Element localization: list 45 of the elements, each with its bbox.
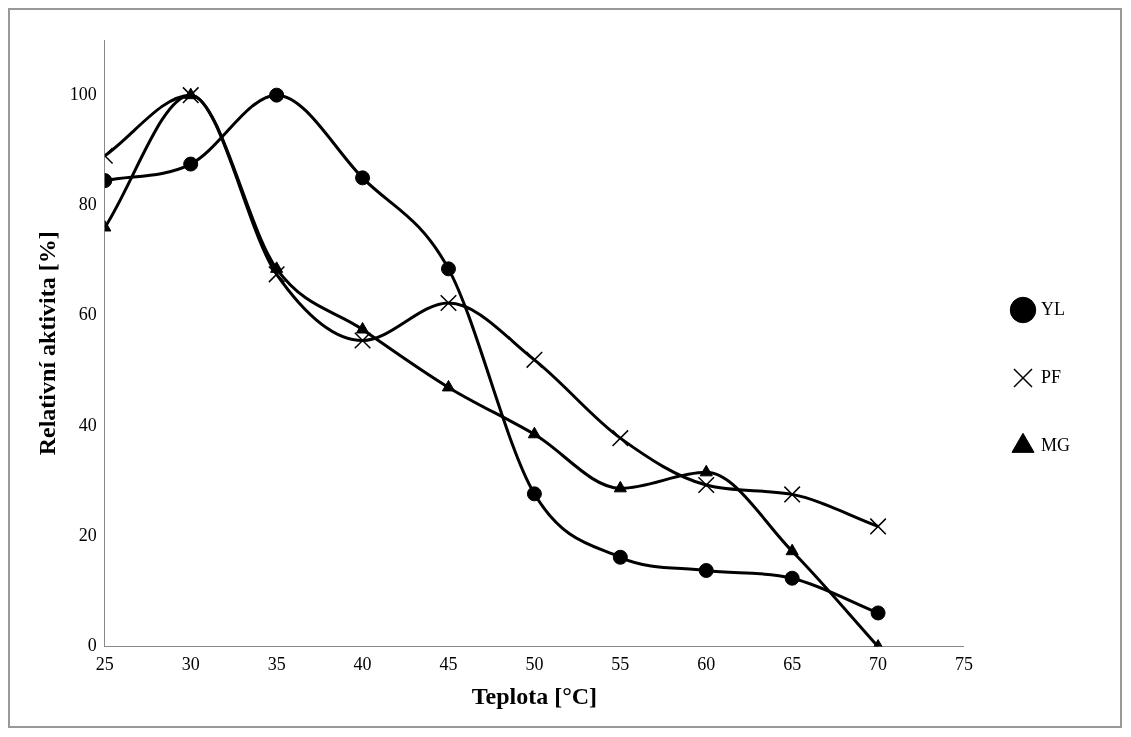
point: [527, 426, 541, 439]
legend-label: PF: [1041, 366, 1062, 387]
point: [785, 543, 799, 556]
y-tick-label: 80: [78, 194, 97, 215]
x-tick-label: 50: [525, 654, 544, 675]
point: [268, 265, 286, 283]
y-tick-label: 0: [87, 635, 97, 656]
point: [612, 549, 628, 565]
point: [183, 156, 199, 172]
point: [869, 517, 887, 535]
legend-label: MG: [1041, 434, 1071, 455]
y-axis-title: Relativní aktivita [%]: [33, 231, 60, 456]
x-tick-label: 35: [267, 654, 286, 675]
point: [697, 476, 715, 494]
point: [784, 570, 800, 586]
point: [354, 332, 372, 350]
y-tick-label: 40: [78, 414, 97, 435]
point: [613, 480, 627, 493]
y-tick-label: 100: [69, 83, 97, 104]
y-tick-label: 60: [78, 304, 97, 325]
y-tick-label: 20: [78, 525, 97, 546]
point: [355, 170, 371, 186]
point: [783, 485, 801, 503]
x-tick-label: 45: [439, 654, 458, 675]
x-tick-label: 65: [783, 654, 802, 675]
x-tick-label: 70: [869, 654, 888, 675]
x-tick-label: 25: [95, 654, 114, 675]
point: [611, 429, 629, 447]
point: [441, 379, 456, 392]
point: [525, 351, 543, 369]
point: [269, 87, 285, 103]
x-tick-label: 40: [353, 654, 372, 675]
point: [439, 294, 458, 312]
point: [699, 464, 713, 477]
point: [698, 563, 714, 578]
x-tick-label: 60: [697, 654, 716, 675]
x-tick-label: 75: [955, 654, 973, 675]
x-tick-label: 30: [181, 654, 200, 675]
point: [526, 486, 542, 502]
point: [356, 322, 370, 334]
legend-label: YL: [1041, 298, 1065, 319]
point: [440, 261, 456, 277]
x-axis-title: Teplota [°C]: [471, 682, 598, 709]
point: [870, 605, 886, 621]
x-tick-label: 55: [611, 654, 630, 675]
